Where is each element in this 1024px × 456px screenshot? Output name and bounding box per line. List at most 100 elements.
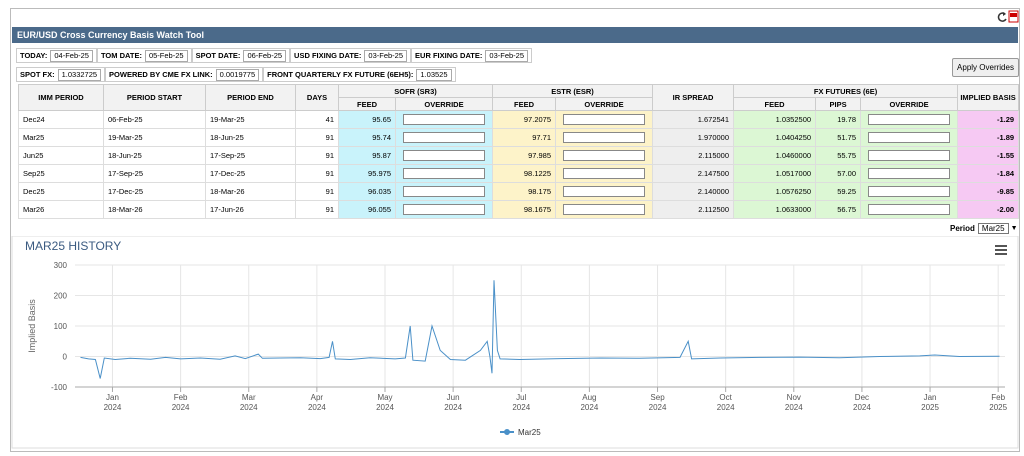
column-header: FEED	[338, 97, 396, 111]
override-cell	[555, 128, 654, 147]
x-tick-label: Feb 2025	[989, 393, 1007, 412]
column-header: PERIOD END	[205, 84, 296, 111]
table-cell: -1.89	[957, 128, 1020, 147]
table-cell: 1.0404250	[733, 128, 817, 147]
y-tick-label: 300	[54, 261, 68, 270]
header-row: FEED OVERRIDE FEED OVERRIDE FEED PIPS OVERRIDE	[19, 97, 1019, 111]
table-cell: 1.0633000	[733, 200, 817, 219]
x-tick-label: Jan 2024	[104, 393, 122, 412]
info-value: 0.0019775	[215, 68, 260, 81]
override-input[interactable]	[563, 132, 646, 143]
table-cell: 17-Jun-26	[205, 200, 296, 219]
override-cell	[555, 182, 654, 201]
table-cell: 17-Dec-25	[205, 164, 296, 183]
table-cell: 18-Jun-25	[103, 146, 206, 165]
table-cell: 59.25	[815, 182, 862, 201]
info-cell: USD FIXING DATE: 03-Feb-25	[290, 48, 412, 63]
table-cell: -1.29	[957, 110, 1020, 129]
table-cell: -2.00	[957, 200, 1020, 219]
override-input[interactable]	[403, 150, 485, 161]
table-cell: 18-Mar-26	[103, 200, 206, 219]
override-input[interactable]	[403, 186, 485, 197]
override-cell	[394, 110, 494, 129]
menu-icon[interactable]	[995, 245, 1007, 255]
info-value: 03-Feb-25	[364, 49, 408, 62]
table-cell: 98.1675	[492, 200, 557, 219]
period-select[interactable]: Mar25	[977, 223, 1009, 234]
period-selector: Period Mar25 ▼	[950, 223, 1018, 234]
table-cell: 2.112500	[652, 200, 735, 219]
table-cell: 1.0460000	[733, 146, 817, 165]
x-tick-label: Jul 2024	[512, 393, 530, 412]
column-header: PIPS	[815, 97, 862, 111]
table-cell: 91	[295, 182, 339, 201]
override-input[interactable]	[563, 168, 646, 179]
legend-label: Mar25	[518, 428, 541, 437]
table-cell: 19-Mar-25	[103, 128, 206, 147]
info-cell: TOM DATE: 05-Feb-25	[96, 48, 192, 63]
table-cell: -1.84	[957, 164, 1020, 183]
override-input[interactable]	[868, 132, 951, 143]
y-tick-label: 100	[54, 322, 68, 331]
period-label: Period	[950, 224, 975, 233]
info-label: EUR FIXING DATE:	[415, 51, 483, 60]
override-input[interactable]	[868, 150, 951, 161]
table-cell: 91	[295, 128, 339, 147]
toolbar-icons	[997, 10, 1019, 23]
override-cell	[555, 146, 654, 165]
override-cell	[394, 164, 494, 183]
table-cell: Dec25	[18, 182, 104, 201]
override-input[interactable]	[403, 168, 485, 179]
table-cell: 96.055	[338, 200, 396, 219]
table-cell: 2.115000	[652, 146, 735, 165]
override-input[interactable]	[403, 204, 485, 215]
info-label: SPOT DATE:	[195, 51, 241, 60]
apply-button[interactable]: Apply Overrides	[952, 58, 1019, 77]
override-input[interactable]	[868, 186, 951, 197]
override-input[interactable]	[563, 150, 646, 161]
group-header: ESTR (ESR)	[492, 84, 654, 98]
table-cell: 2.147500	[652, 164, 735, 183]
data-line	[80, 280, 1000, 379]
override-input[interactable]	[563, 186, 646, 197]
x-tick-label: Mar 2024	[240, 393, 258, 412]
table-row: Mar26 18-Mar-26 17-Jun-26 91 96.055 98.1675 2.…	[18, 200, 1020, 219]
table-cell: -9.85	[957, 182, 1020, 201]
override-input[interactable]	[403, 132, 485, 143]
info-label: POWERED BY CME FX LINK:	[109, 70, 213, 79]
group-header: SOFR (SR3)	[337, 84, 494, 98]
table-cell: 97.71	[492, 128, 557, 147]
group-header: FX FUTURES (6E)	[733, 84, 959, 98]
table-row: Dec25 17-Dec-25 18-Mar-26 91 96.035 98.175 2.1…	[18, 182, 1020, 201]
override-input[interactable]	[403, 114, 485, 125]
table-cell: 91	[295, 146, 339, 165]
table-cell: 91	[295, 200, 339, 219]
column-header: OVERRIDE	[555, 97, 654, 111]
x-tick-label: Apr 2024	[308, 393, 326, 412]
override-cell	[555, 164, 654, 183]
override-input[interactable]	[563, 204, 646, 215]
override-input[interactable]	[563, 114, 646, 125]
table-row: Sep25 17-Sep-25 17-Dec-25 91 95.975 98.1225 2.…	[18, 164, 1020, 183]
x-tick-label: Sep 2024	[649, 393, 667, 412]
basis-table: IMM PERIOD PERIOD START PERIOD END DAYS SOFR…	[18, 84, 1020, 219]
x-tick-label: Feb 2024	[172, 393, 190, 412]
info-value: 04-Feb-25	[50, 49, 93, 62]
override-input[interactable]	[868, 168, 951, 179]
table-cell: 56.75	[815, 200, 862, 219]
table-cell: Mar26	[18, 200, 104, 219]
x-tick-label: Oct 2024	[717, 393, 735, 412]
table-cell: 97.2075	[492, 110, 557, 129]
column-header: IMPLIED BASIS	[957, 84, 1020, 111]
x-tick-label: May 2024	[376, 393, 394, 412]
info-label: USD FIXING DATE:	[294, 51, 362, 60]
info-row: TODAY: 04-Feb-25 TOM DATE: 05-Feb-25 SPOT DA…	[16, 48, 533, 63]
table-cell: 18-Jun-25	[205, 128, 296, 147]
table-row: Dec24 06-Feb-25 19-Mar-25 41 95.65 97.2075 1.6…	[18, 110, 1020, 129]
override-cell	[860, 110, 959, 129]
column-header: FEED	[733, 97, 817, 111]
override-input[interactable]	[868, 114, 951, 125]
column-header: OVERRIDE	[860, 97, 959, 111]
override-input[interactable]	[868, 204, 951, 215]
chart-title: MAR25 HISTORY	[25, 239, 121, 253]
